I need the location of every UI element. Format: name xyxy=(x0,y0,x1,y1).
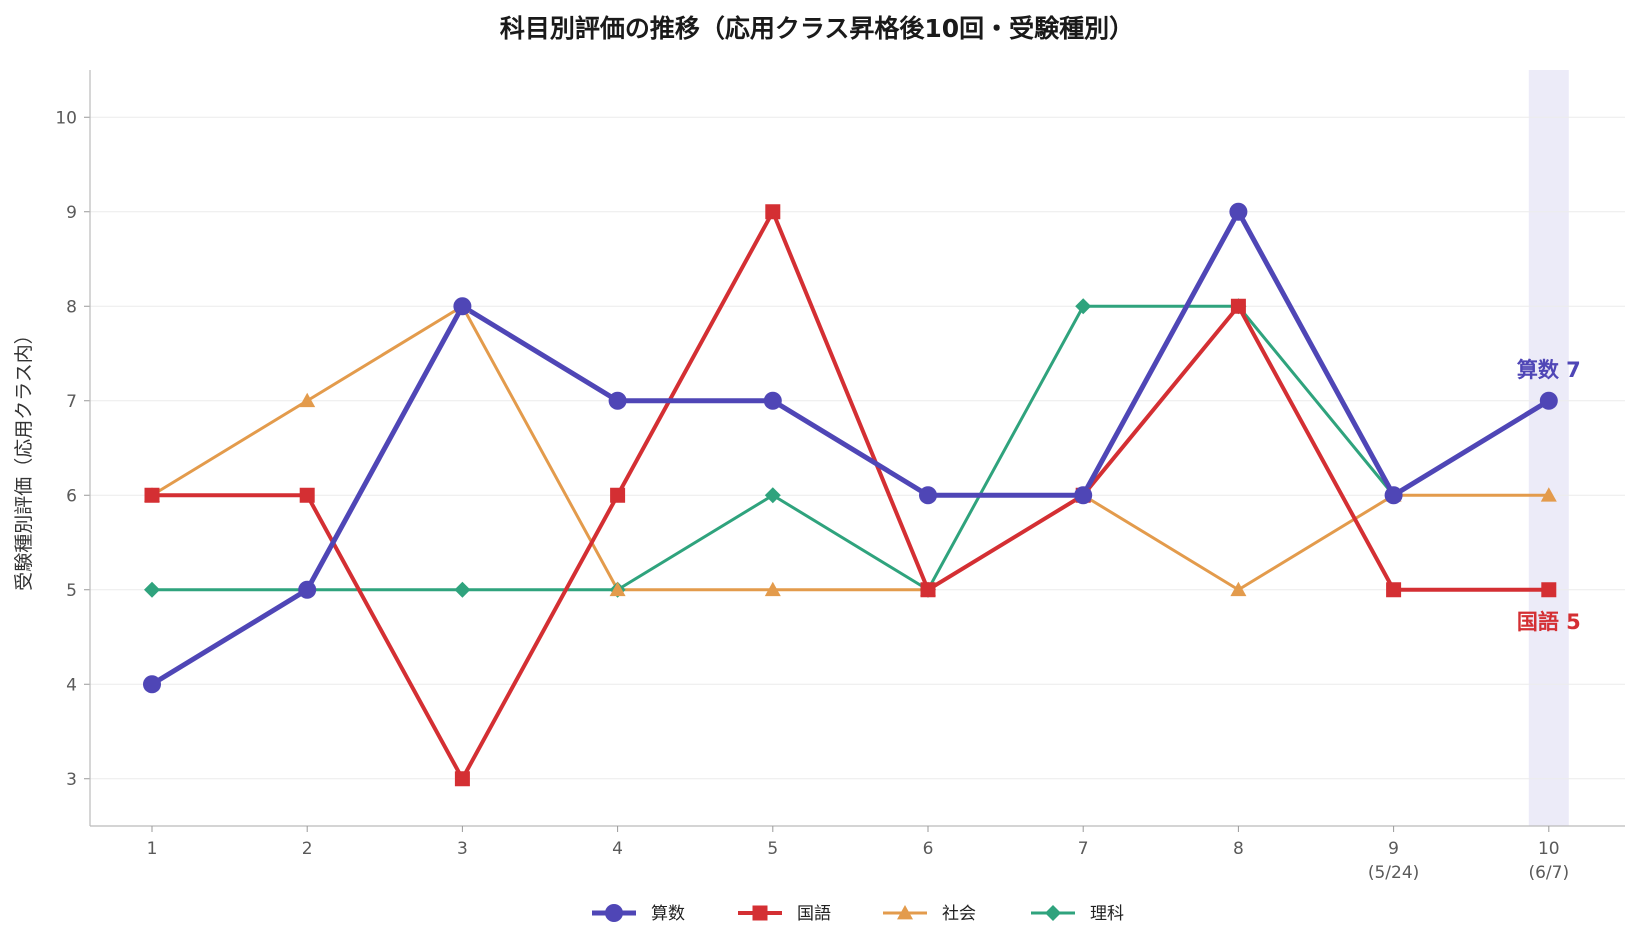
y-axis-label: 受験種別評価（応用クラス内） xyxy=(13,325,35,591)
series-1-point xyxy=(454,771,470,787)
y-tick-label: 6 xyxy=(66,486,77,506)
series-0-point xyxy=(298,580,317,599)
y-tick-label: 5 xyxy=(66,581,77,601)
legend-item-1: 国語 xyxy=(738,904,831,924)
x-tick-label: 2 xyxy=(302,839,313,859)
series-1-point xyxy=(1386,582,1402,598)
y-tick-label: 10 xyxy=(55,108,77,128)
series-1-point xyxy=(920,582,936,598)
series-1-point xyxy=(1541,582,1557,598)
x-tick-sublabel: (6/7) xyxy=(1528,863,1569,883)
series-1-point xyxy=(765,204,781,220)
x-tick-label: 6 xyxy=(923,839,934,859)
series-3-point xyxy=(764,487,781,504)
chart-title: 科目別評価の推移（応用クラス昇格後10回・受験種別） xyxy=(500,14,1134,43)
series-3-point xyxy=(454,581,471,598)
legend-marker xyxy=(1045,905,1061,921)
series-0-point xyxy=(608,391,627,410)
series-2-point xyxy=(609,581,626,597)
series-2-point xyxy=(1540,487,1557,502)
legend-marker xyxy=(897,905,913,920)
y-tick-label: 9 xyxy=(66,203,77,223)
legend-label: 社会 xyxy=(942,904,976,924)
series-0-point xyxy=(453,297,472,316)
series-0-point xyxy=(763,391,782,410)
x-tick-label: 9 xyxy=(1388,839,1399,859)
legend-label: 国語 xyxy=(797,904,831,924)
series-0-point xyxy=(1384,486,1403,505)
legend-marker xyxy=(752,905,768,921)
series-0-line xyxy=(149,209,1552,687)
x-tick-label: 1 xyxy=(147,839,158,859)
series-1-point xyxy=(299,487,315,503)
series-2-point xyxy=(299,392,316,408)
series-1-line xyxy=(150,209,1551,781)
series-0-point xyxy=(1539,391,1558,410)
x-tick-label: 10 xyxy=(1538,839,1560,859)
x-tick-sublabel: (5/24) xyxy=(1368,863,1419,883)
legend-item-0: 算数 xyxy=(592,904,685,924)
series-0-point xyxy=(143,675,161,694)
series-0-point xyxy=(919,486,937,505)
y-tick-label: 8 xyxy=(66,297,77,317)
x-tick-label: 8 xyxy=(1233,839,1244,859)
x-tick-label: 4 xyxy=(612,839,623,859)
y-tick-label: 4 xyxy=(66,675,77,695)
x-tick-label: 3 xyxy=(457,839,468,859)
series-1-point xyxy=(610,487,626,503)
series-3-point xyxy=(144,581,160,598)
legend-label: 理科 xyxy=(1090,904,1124,924)
x-tick-label: 5 xyxy=(767,839,778,859)
series-0-point xyxy=(1229,202,1248,221)
series-0-point xyxy=(1074,486,1093,505)
legend-label: 算数 xyxy=(651,904,685,924)
y-tick-label: 3 xyxy=(66,770,77,790)
y-tick-label: 7 xyxy=(66,392,77,412)
series-3-point xyxy=(1075,298,1092,315)
series-2-point xyxy=(1230,581,1247,597)
legend-item-3: 理科 xyxy=(1031,904,1124,924)
annotation-label: 国語 5 xyxy=(1517,610,1581,634)
legend-item-2: 社会 xyxy=(883,904,976,924)
series-1-point xyxy=(1230,298,1246,314)
series-2-line xyxy=(150,304,1551,592)
series-2-point xyxy=(764,581,781,597)
legend-marker xyxy=(605,904,623,922)
x-tick-label: 7 xyxy=(1078,839,1089,859)
series-3-line xyxy=(150,304,1396,592)
highlight-band xyxy=(1528,70,1569,826)
series-1-point xyxy=(144,487,160,503)
annotation-label: 算数 7 xyxy=(1517,358,1581,382)
